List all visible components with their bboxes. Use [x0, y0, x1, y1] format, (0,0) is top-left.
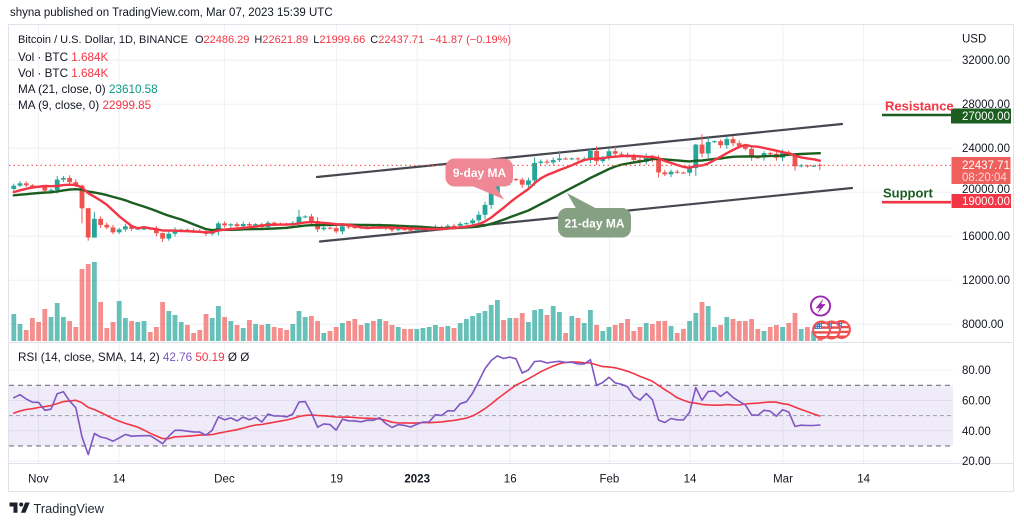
svg-text:20000.00: 20000.00: [962, 184, 1010, 196]
svg-text:08:20:04: 08:20:04: [962, 172, 1007, 184]
svg-text:8000.00: 8000.00: [962, 319, 1004, 331]
svg-text:20.00: 20.00: [962, 456, 991, 468]
svg-text:Mar: Mar: [773, 474, 793, 486]
svg-text:14: 14: [857, 474, 870, 486]
svg-text:12000.00: 12000.00: [962, 275, 1010, 287]
svg-text:9-day MA: 9-day MA: [453, 166, 507, 180]
svg-text:MA (9, close, 0) 22999.85: MA (9, close, 0) 22999.85: [18, 99, 152, 112]
svg-text:Vol · BTC 1.684K: Vol · BTC 1.684K: [18, 51, 109, 64]
svg-text:22437.71: 22437.71: [962, 160, 1010, 172]
svg-text:Feb: Feb: [599, 474, 619, 486]
svg-text:28000.00: 28000.00: [962, 99, 1010, 111]
svg-text:24000.00: 24000.00: [962, 143, 1010, 155]
svg-text:60.00: 60.00: [962, 396, 991, 408]
svg-text:shyna published on TradingView: shyna published on TradingView.com, Mar …: [10, 7, 333, 19]
svg-text:Resistance: Resistance: [885, 99, 954, 114]
svg-text:19000.00: 19000.00: [962, 196, 1010, 208]
svg-text:Dec: Dec: [214, 474, 235, 486]
svg-text:Support: Support: [883, 186, 933, 201]
svg-text:Vol · BTC 1.684K: Vol · BTC 1.684K: [18, 67, 109, 80]
svg-text:2023: 2023: [404, 474, 430, 486]
svg-text:TradingView: TradingView: [34, 501, 105, 516]
svg-text:80.00: 80.00: [962, 365, 991, 377]
svg-text:16000.00: 16000.00: [962, 231, 1010, 243]
svg-text:USD: USD: [962, 33, 986, 45]
svg-text:MA (21, close, 0) 23610.58: MA (21, close, 0) 23610.58: [18, 83, 158, 96]
svg-text:27000.00: 27000.00: [962, 111, 1010, 123]
svg-text:Nov: Nov: [28, 474, 49, 486]
svg-text:16: 16: [504, 474, 517, 486]
svg-text:Bitcoin / U.S. Dollar, 1D, BIN: Bitcoin / U.S. Dollar, 1D, BINANCE O22486…: [18, 34, 511, 46]
svg-text:RSI (14, close, SMA, 14, 2) 42: RSI (14, close, SMA, 14, 2) 42.76 50.19 …: [18, 351, 249, 364]
svg-text:40.00: 40.00: [962, 426, 991, 438]
svg-text:21-day MA: 21-day MA: [564, 217, 624, 231]
svg-text:19: 19: [330, 474, 343, 486]
svg-text:32000.00: 32000.00: [962, 55, 1010, 67]
svg-text:14: 14: [684, 474, 697, 486]
svg-text:14: 14: [113, 474, 126, 486]
